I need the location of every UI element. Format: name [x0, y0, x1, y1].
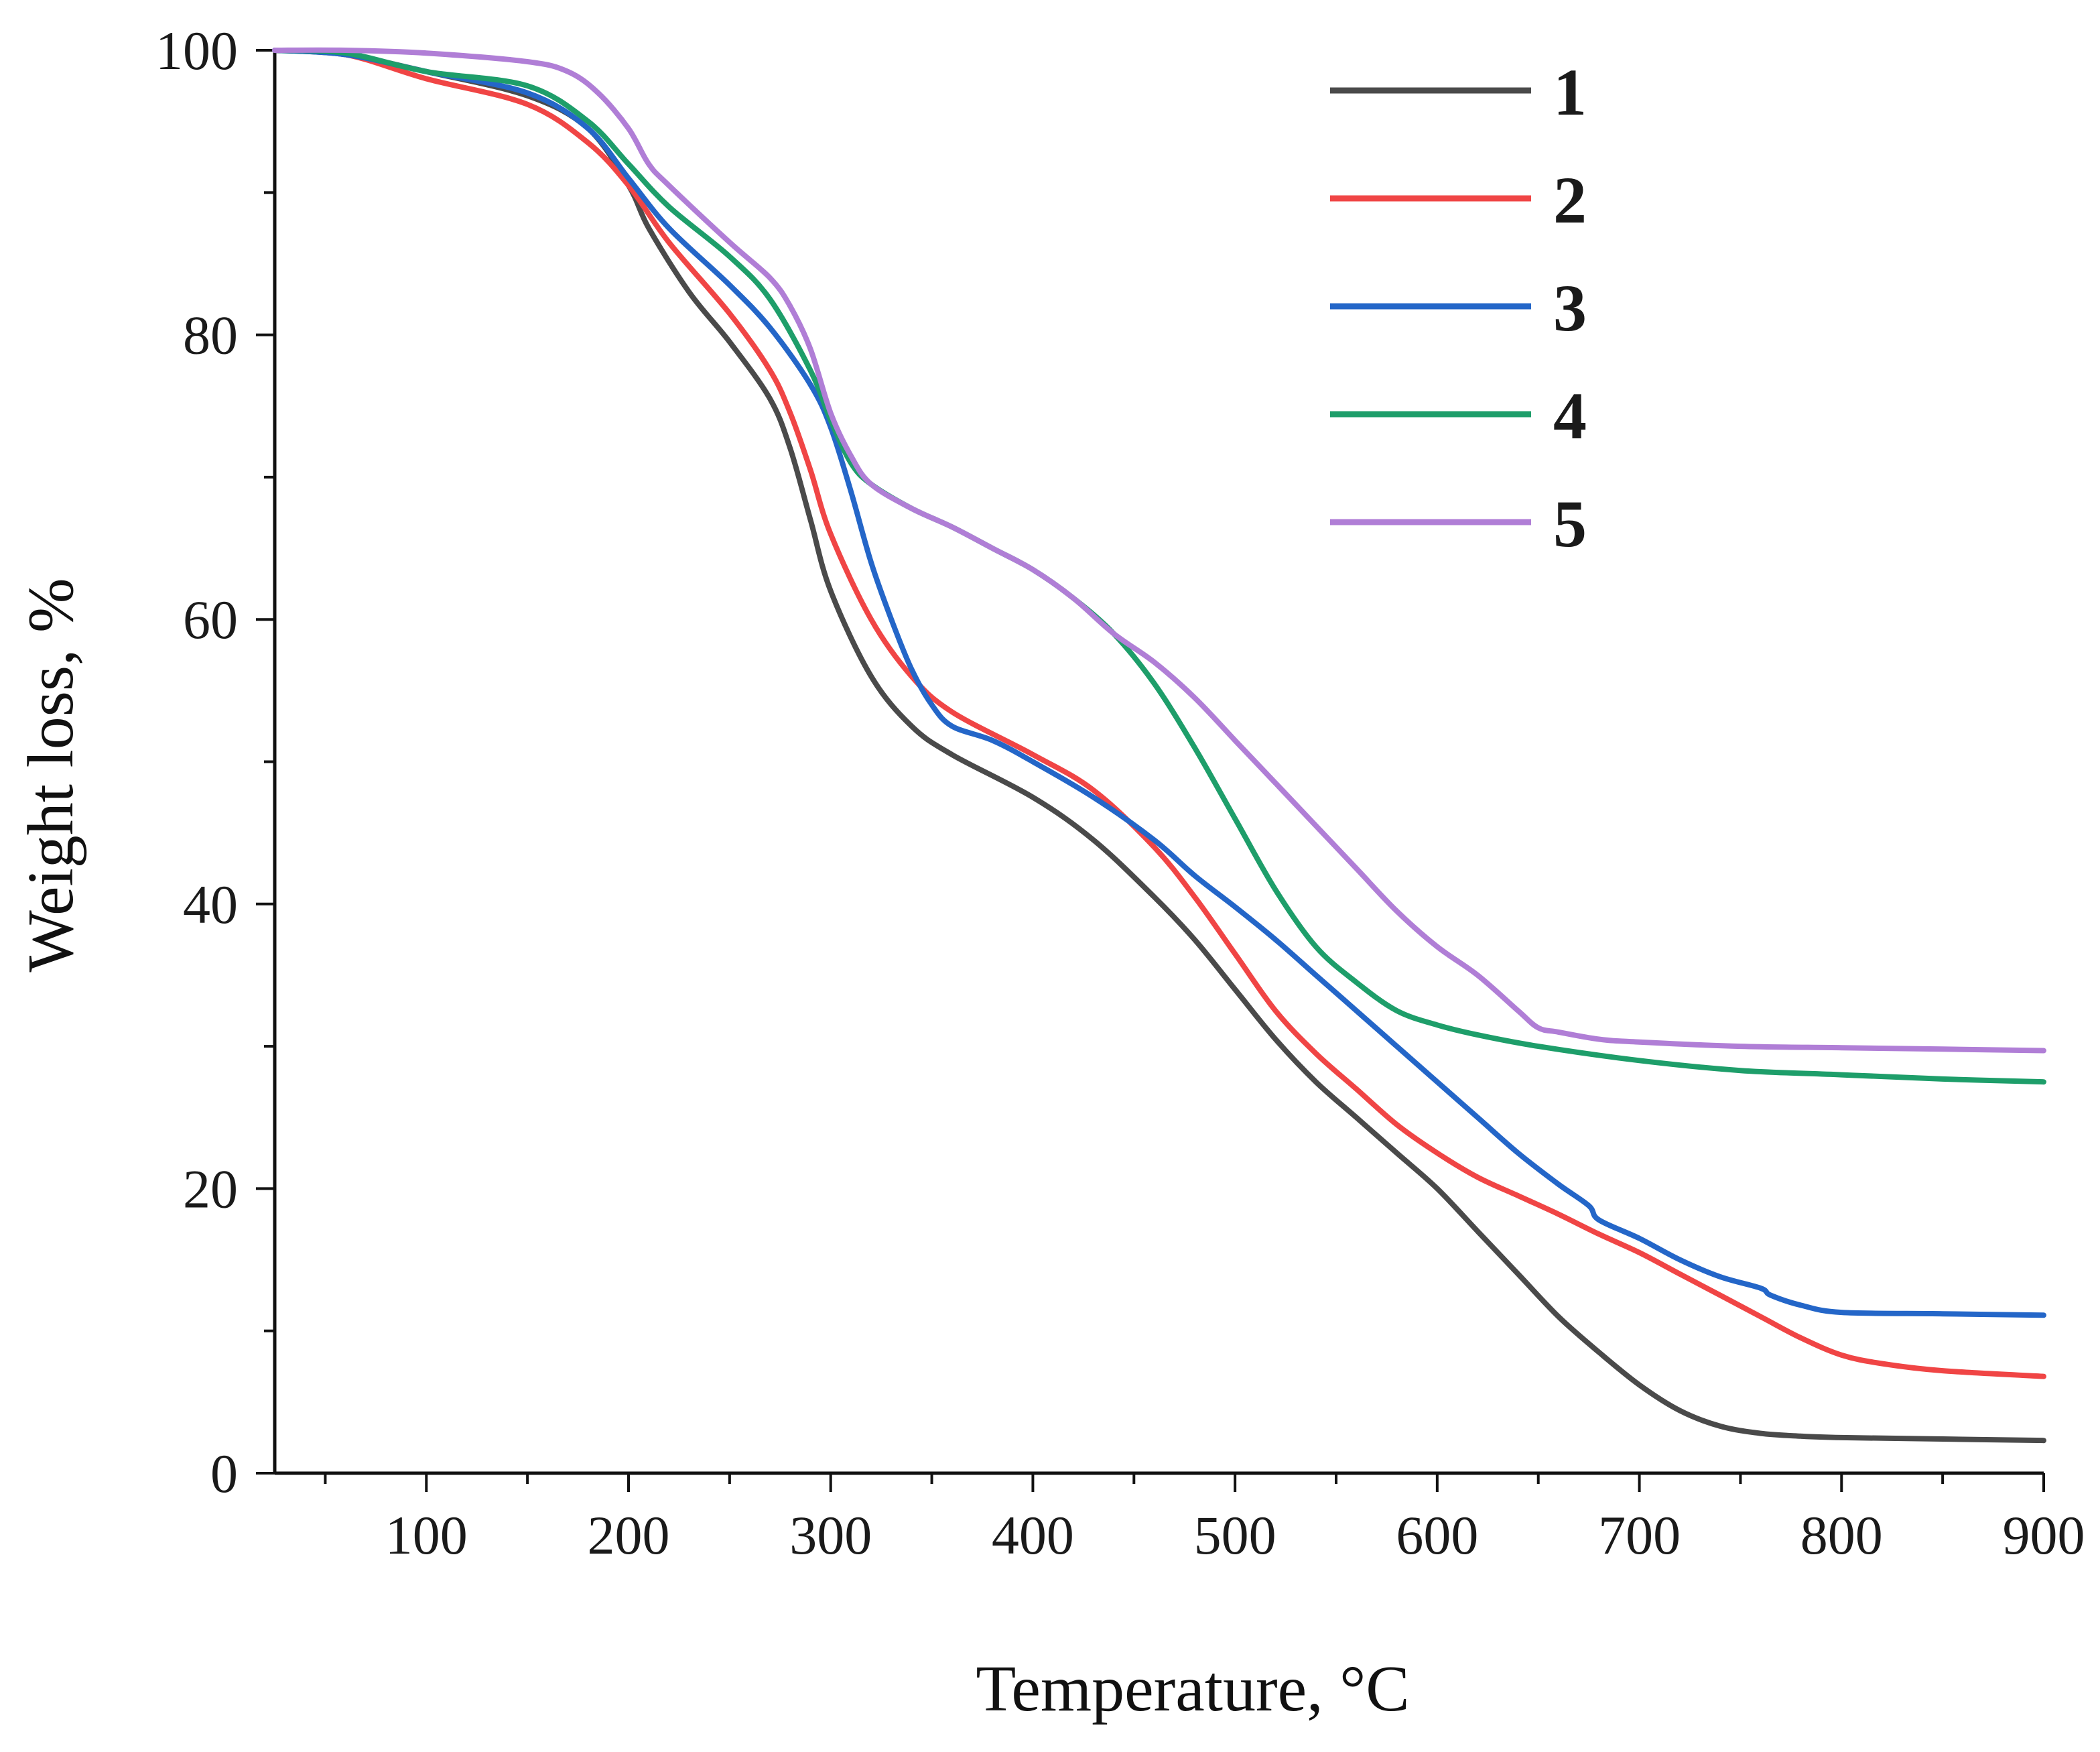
legend-item-3: 3 [1330, 271, 1587, 345]
legend-label: 4 [1553, 379, 1587, 453]
x-tick-label: 600 [1396, 1505, 1478, 1566]
legend-item-5: 5 [1330, 487, 1587, 561]
y-tick-label: 80 [183, 305, 238, 366]
x-tick-label: 400 [992, 1505, 1074, 1566]
y-axis-title: Weight loss, % [15, 578, 87, 972]
x-tick-label: 200 [588, 1505, 670, 1566]
x-tick-label: 100 [385, 1505, 468, 1566]
series-line-5 [272, 47, 2046, 1054]
legend: 1 2 3 4 5 [1330, 55, 1587, 561]
x-tick-label: 900 [2003, 1505, 2085, 1566]
x-tick-label: 300 [789, 1505, 872, 1566]
x-tick-label: 800 [1800, 1505, 1883, 1566]
y-tick-label: 40 [183, 874, 238, 935]
series-line-3 [272, 48, 2046, 1318]
ticks-layer: 100 200 300 400 500 600 700 800 900 0 20 40 60 80 100 [155, 20, 2085, 1566]
x-tick-label: 700 [1598, 1505, 1681, 1566]
legend-label: 5 [1553, 487, 1587, 561]
legend-label: 1 [1553, 55, 1587, 129]
legend-item-2: 2 [1330, 163, 1587, 237]
legend-item-4: 4 [1330, 379, 1587, 453]
plot-area: 100 200 300 400 500 600 700 800 900 0 20 40 60 80 100 [155, 20, 2085, 1566]
legend-item-1: 1 [1330, 55, 1587, 129]
y-tick-label: 100 [155, 20, 238, 81]
series-line-4 [272, 48, 2046, 1085]
x-tick-label: 500 [1194, 1505, 1276, 1566]
y-tick-label: 0 [210, 1443, 238, 1504]
series-line-1 [272, 48, 2046, 1444]
series-layer [272, 47, 2046, 1444]
legend-label: 3 [1553, 271, 1587, 345]
y-tick-label: 60 [183, 589, 238, 650]
x-axis-title: Temperature, °C [976, 1653, 1409, 1725]
y-tick-label: 20 [183, 1158, 238, 1219]
legend-label: 2 [1553, 163, 1587, 237]
series-line-2 [272, 48, 2046, 1379]
